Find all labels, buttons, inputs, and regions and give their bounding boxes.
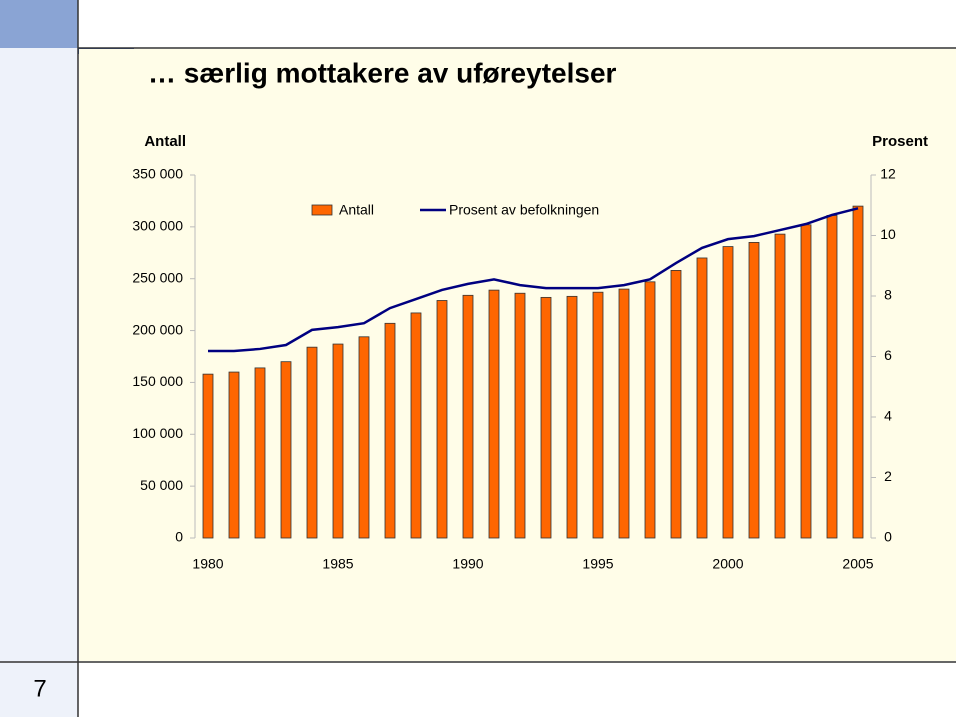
bar (852, 205, 864, 539)
x-tick-label: 1985 (322, 556, 353, 572)
y2-tick-label: 0 (884, 529, 892, 545)
bar (566, 295, 578, 539)
bar (514, 292, 526, 539)
bar (618, 288, 630, 539)
y-tick-label: 100 000 (132, 425, 183, 441)
bar (696, 257, 708, 539)
legend-label: Antall (339, 202, 374, 218)
bar (462, 294, 474, 539)
bar (670, 270, 682, 539)
bar (410, 312, 422, 539)
x-tick-label: 2000 (712, 556, 743, 572)
corner-block (0, 0, 78, 48)
x-tick-label: 1990 (452, 556, 483, 572)
legend-swatch (311, 204, 333, 216)
y2-tick-label: 2 (884, 468, 892, 484)
y2-tick-label: 8 (884, 287, 892, 303)
y2-tick-label: 10 (880, 226, 896, 242)
bar (592, 291, 604, 539)
bar (488, 289, 500, 539)
bar (228, 371, 240, 539)
bar (826, 215, 838, 539)
y2-tick-label: 6 (884, 347, 892, 363)
y-tick-label: 150 000 (132, 373, 183, 389)
bar (774, 233, 786, 539)
y-tick-label: 350 000 (132, 166, 183, 182)
bar (800, 224, 812, 539)
bar (332, 343, 344, 539)
bar (722, 246, 734, 539)
y2-tick-label: 4 (884, 408, 892, 424)
x-tick-label: 1980 (192, 556, 223, 572)
y-tick-label: 250 000 (132, 269, 183, 285)
y-tick-label: 50 000 (140, 477, 183, 493)
bar (254, 367, 266, 539)
bar (306, 346, 318, 539)
y2-axis-title: Prosent (872, 133, 928, 150)
legend-label: Prosent av befolkningen (449, 202, 599, 218)
page-number: 7 (33, 675, 46, 702)
bar (358, 336, 370, 539)
y-axis-title: Antall (144, 133, 186, 150)
bar (748, 242, 760, 539)
y-tick-label: 0 (175, 529, 183, 545)
bar (540, 296, 552, 539)
bar (644, 281, 656, 539)
line (208, 207, 859, 353)
x-tick-label: 2005 (842, 556, 873, 572)
y-tick-label: 200 000 (132, 321, 183, 337)
y-tick-label: 300 000 (132, 218, 183, 234)
bar (436, 300, 448, 539)
chart-title: … særlig mottakere av uføreytelser (148, 57, 617, 88)
bar (280, 361, 292, 539)
bar (384, 322, 396, 539)
y2-tick-label: 12 (880, 166, 896, 182)
x-tick-label: 1995 (582, 556, 613, 572)
bar (202, 373, 214, 539)
side-panel (0, 48, 78, 717)
